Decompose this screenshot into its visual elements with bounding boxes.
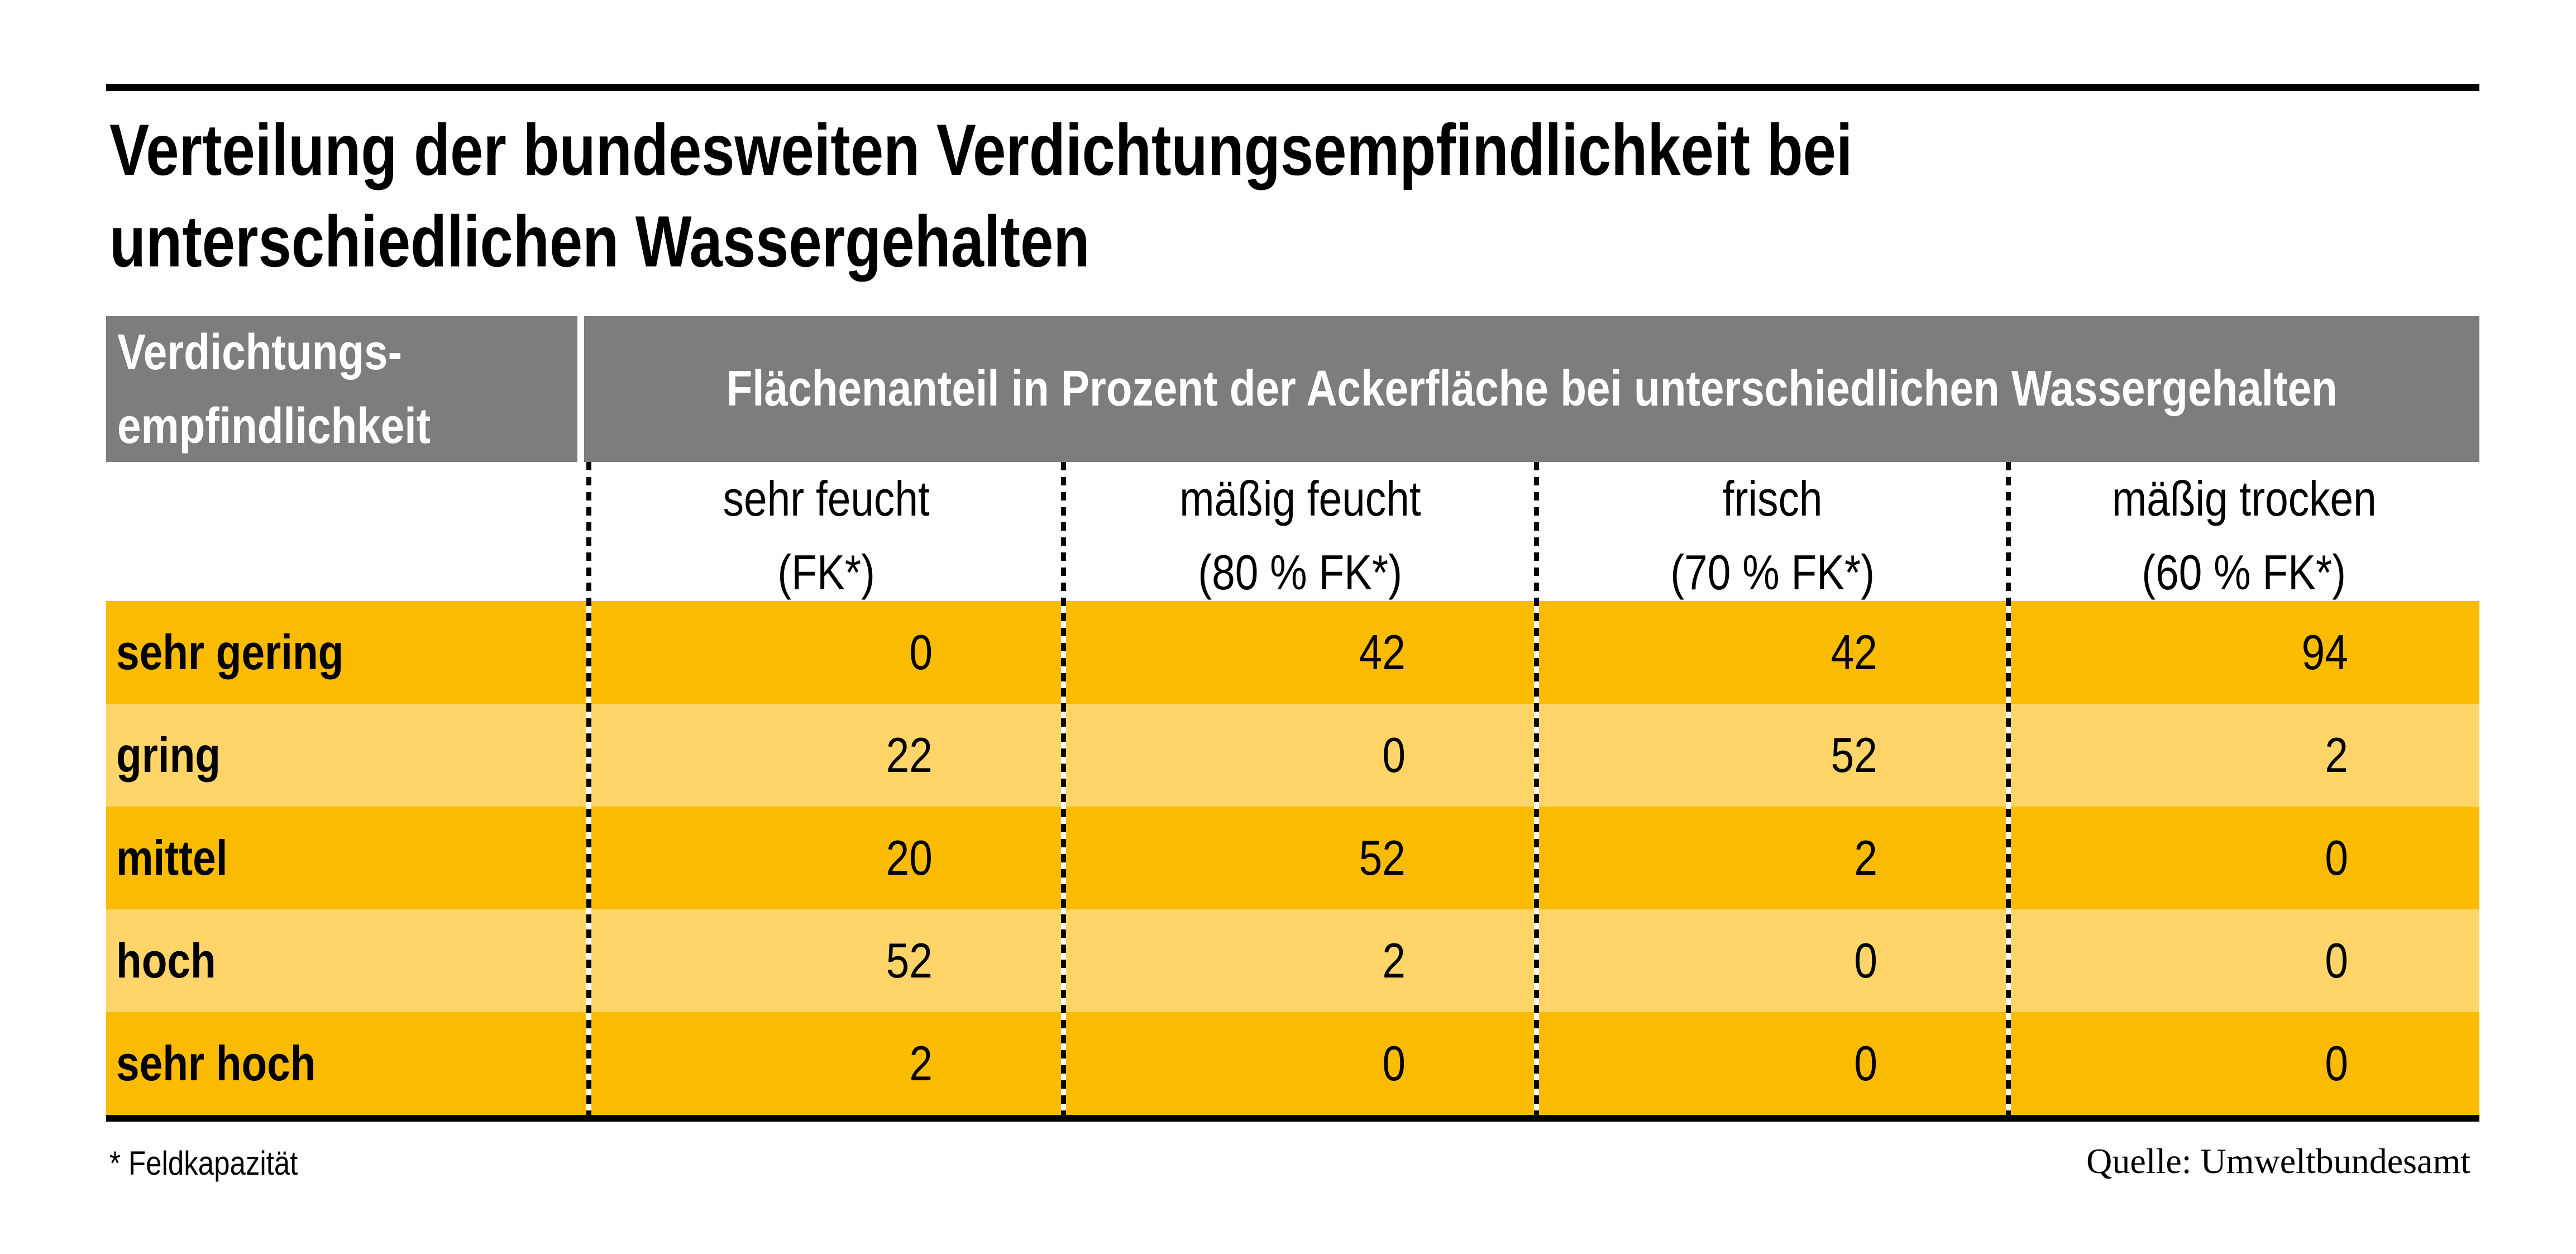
- value-cell: 0: [1854, 1036, 1877, 1091]
- bottom-rule: [106, 1115, 2479, 1122]
- source-credit: Quelle: Umweltbundesamt: [2086, 1141, 2470, 1181]
- page-title: Verteilung der bundesweiten Verdichtungs…: [109, 104, 2235, 287]
- row-header-cell: Verdichtungs- empfindlichkeit: [106, 316, 577, 462]
- column-header-row: sehr feucht (FK*) mäßig feucht (80 % FK*…: [106, 462, 2479, 601]
- value-cell: 0: [1382, 1036, 1406, 1091]
- value-cell: 2: [1382, 933, 1406, 988]
- row-label: gring: [116, 727, 221, 783]
- row-label: mittel: [116, 830, 228, 885]
- table-row-mittel: mittel 20 52 2 0: [106, 807, 2479, 909]
- value-cell: 2: [1854, 830, 1877, 885]
- value-cell: 52: [886, 933, 933, 988]
- row-label: sehr hoch: [116, 1036, 316, 1091]
- column-header-empty: [106, 462, 589, 609]
- table-row-hoch: hoch 52 2 0 0: [106, 909, 2479, 1012]
- value-cell: 42: [1359, 624, 1406, 680]
- row-label: hoch: [116, 933, 216, 988]
- value-cell: 0: [1854, 933, 1877, 988]
- dashed-column-separator: [1061, 462, 1066, 1115]
- value-cell: 22: [886, 727, 933, 783]
- dashed-column-separator: [2006, 462, 2011, 1115]
- data-table: Verdichtungs- empfindlichkeit Flächenant…: [106, 316, 2479, 1115]
- value-cell: 52: [1831, 727, 1877, 783]
- page-title-line2: unterschiedlichen Wassergehalten: [109, 201, 1090, 282]
- column-header-maessig-trocken: mäßig trocken (60 % FK*): [2111, 471, 2377, 600]
- value-cell: 52: [1359, 830, 1406, 885]
- table-row-gring: gring 22 0 52 2: [106, 704, 2479, 807]
- column-header-maessig-feucht: mäßig feucht (80 % FK*): [1179, 471, 1421, 600]
- row-header-line1: Verdichtungs-: [117, 324, 403, 380]
- value-cell: 2: [2325, 727, 2348, 783]
- page-title-line1: Verteilung der bundesweiten Verdichtungs…: [109, 109, 1853, 190]
- column-group-header-cell: Flächenanteil in Prozent der Ackerfläche…: [584, 316, 2479, 462]
- footnote: * Feldkapazität: [109, 1145, 298, 1182]
- header-gap: [577, 316, 584, 462]
- dashed-column-separator: [1534, 462, 1539, 1115]
- value-cell: 94: [2301, 624, 2348, 680]
- value-cell: 0: [909, 624, 933, 680]
- top-rule: [106, 84, 2479, 91]
- table-header-row: Verdichtungs- empfindlichkeit Flächenant…: [106, 316, 2479, 462]
- row-header-line2: empfindlichkeit: [117, 398, 431, 454]
- row-label: sehr gering: [116, 624, 344, 680]
- value-cell: 42: [1831, 624, 1877, 680]
- value-cell: 0: [2325, 933, 2348, 988]
- table-row-sehr-gering: sehr gering 0 42 42 94: [106, 601, 2479, 704]
- value-cell: 20: [886, 830, 933, 885]
- dashed-column-separator: [586, 462, 591, 1115]
- column-header-sehr-feucht: sehr feucht (FK*): [723, 471, 930, 600]
- table-row-sehr-hoch: sehr hoch 2 0 0 0: [106, 1012, 2479, 1115]
- column-header-frisch: frisch (70 % FK*): [1670, 471, 1875, 600]
- value-cell: 0: [2325, 830, 2348, 885]
- value-cell: 2: [909, 1036, 933, 1091]
- value-cell: 0: [2325, 1036, 2348, 1091]
- value-cell: 0: [1382, 727, 1406, 783]
